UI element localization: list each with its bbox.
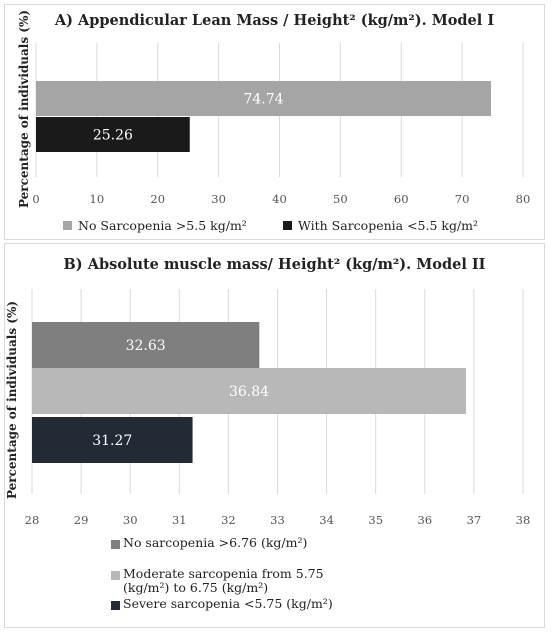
chart-b-x-tick-label: 32 bbox=[221, 513, 236, 527]
chart-b-plot: 28 29 30 31 32 33 34 35 36 37 38 32.63 36.84 31.27 bbox=[25, 289, 531, 527]
chart-a-plot: 0 10 20 30 40 50 60 70 80 74.74 25.26 bbox=[32, 43, 531, 206]
legend-swatch bbox=[111, 571, 120, 580]
chart-a-x-tick-label: 70 bbox=[455, 192, 470, 206]
chart-b-legend-item-no-sarcopenia: No sarcopenia >6.76 (kg/m²) bbox=[111, 536, 411, 550]
chart-a-bar bbox=[36, 81, 491, 116]
chart-panel-a: A) Appendicular Lean Mass / Height² (kg/… bbox=[4, 4, 545, 240]
chart-b-x-tick-label: 29 bbox=[74, 513, 89, 527]
chart-a-title: A) Appendicular Lean Mass / Height² (kg/… bbox=[54, 12, 495, 29]
chart-a-x-tick-label: 50 bbox=[333, 192, 348, 206]
chart-a-x-tick-label: 30 bbox=[211, 192, 226, 206]
legend-label: Moderate sarcopenia from 5.75 (kg/m²) to… bbox=[123, 566, 324, 595]
chart-b-x-tick-label: 38 bbox=[516, 513, 531, 527]
chart-b-bar bbox=[32, 417, 193, 463]
chart-b-title: B) Absolute muscle mass/ Height² (kg/m²)… bbox=[63, 256, 486, 273]
chart-b-data-label: 32.63 bbox=[126, 338, 166, 354]
legend-label: With Sarcopenia <5.5 kg/m² bbox=[298, 218, 479, 233]
chart-a-x-tick-label: 60 bbox=[394, 192, 409, 206]
chart-a-data-label: 25.26 bbox=[93, 128, 133, 144]
chart-a-x-tick-label: 10 bbox=[90, 192, 105, 206]
chart-b-x-tick-label: 31 bbox=[172, 513, 187, 527]
chart-b-legend-item-severe-sarcopenia: Severe sarcopenia <5.75 (kg/m²) bbox=[111, 597, 411, 611]
chart-a-bar bbox=[36, 117, 190, 152]
chart-a-x-tick-label: 40 bbox=[272, 192, 287, 206]
chart-a-legend-item-no-sarcopenia: No Sarcopenia >5.5 kg/m² bbox=[63, 218, 247, 233]
legend-label: No Sarcopenia >5.5 kg/m² bbox=[78, 218, 247, 233]
legend-label: No sarcopenia >6.76 (kg/m²) bbox=[123, 535, 308, 550]
chart-b-data-label: 36.84 bbox=[229, 384, 269, 400]
chart-b-bar bbox=[32, 322, 260, 368]
chart-a-data-label: 74.74 bbox=[243, 92, 283, 108]
chart-a-legend-item-with-sarcopenia: With Sarcopenia <5.5 kg/m² bbox=[283, 218, 478, 233]
chart-b-x-tick-label: 30 bbox=[123, 513, 138, 527]
chart-b-x-tick-label: 35 bbox=[368, 513, 383, 527]
legend-swatch bbox=[111, 540, 120, 549]
legend-swatch bbox=[111, 601, 120, 610]
chart-a-x-tick-label: 20 bbox=[150, 192, 165, 206]
chart-a-x-tick-label: 80 bbox=[516, 192, 531, 206]
chart-a-x-tick-label: 0 bbox=[32, 192, 39, 206]
chart-b-data-label: 31.27 bbox=[92, 433, 132, 449]
legend-swatch bbox=[283, 221, 292, 230]
chart-b-legend-item-moderate-sarcopenia: Moderate sarcopenia from 5.75 (kg/m²) to… bbox=[111, 567, 356, 595]
chart-panel-b: B) Absolute muscle mass/ Height² (kg/m²)… bbox=[4, 243, 545, 628]
chart-b-x-tick-label: 37 bbox=[467, 513, 482, 527]
chart-b-bar bbox=[32, 368, 467, 414]
chart-b-x-tick-label: 36 bbox=[417, 513, 432, 527]
chart-b-x-tick-label: 28 bbox=[25, 513, 40, 527]
chart-b-x-tick-label: 33 bbox=[270, 513, 285, 527]
chart-b-x-tick-label: 34 bbox=[319, 513, 334, 527]
legend-label: Severe sarcopenia <5.75 (kg/m²) bbox=[123, 596, 333, 611]
legend-swatch bbox=[63, 221, 72, 230]
